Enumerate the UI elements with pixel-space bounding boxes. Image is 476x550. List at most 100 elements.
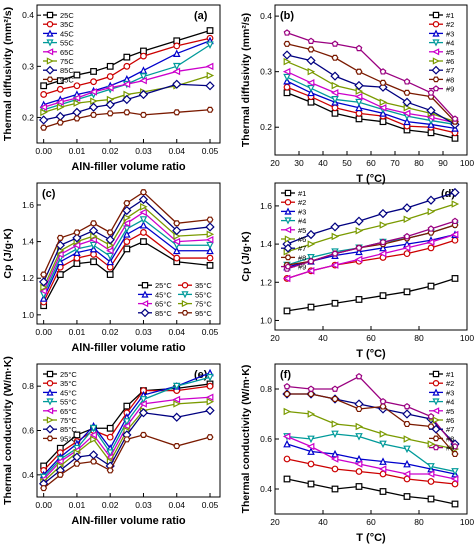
data-point xyxy=(331,250,339,257)
data-point xyxy=(73,460,81,467)
y-tick-label: 0.6 xyxy=(260,434,272,444)
data-point xyxy=(451,480,459,488)
data-point xyxy=(40,91,48,98)
legend-marker xyxy=(284,198,292,206)
data-point xyxy=(40,82,48,90)
data-point xyxy=(88,225,99,236)
legend-marker xyxy=(46,39,54,47)
data-point xyxy=(331,395,339,403)
data-point xyxy=(403,459,411,468)
legend-item: 35C xyxy=(43,20,74,29)
legend-marker xyxy=(46,398,54,406)
data-point xyxy=(106,252,114,261)
data-point xyxy=(283,307,291,315)
data-point xyxy=(206,434,214,441)
data-point xyxy=(89,424,98,433)
x-tick-label: 40 xyxy=(318,333,328,343)
data-point xyxy=(172,62,181,71)
series xyxy=(283,217,459,272)
series xyxy=(39,208,214,295)
series-line xyxy=(286,478,456,505)
legend-item: #3 xyxy=(281,207,306,216)
data-point xyxy=(402,97,412,107)
legend-marker xyxy=(432,370,440,378)
data-point xyxy=(427,282,435,290)
data-point xyxy=(451,134,459,142)
x-tick-label: 0.04 xyxy=(168,500,185,510)
data-point xyxy=(307,37,315,44)
x-tick-label: 80 xyxy=(414,517,424,527)
legend-item: #8 xyxy=(281,253,306,262)
data-point xyxy=(205,235,214,244)
data-point xyxy=(123,53,131,61)
data-point xyxy=(40,124,48,131)
data-point xyxy=(330,222,340,232)
legend-marker xyxy=(46,76,54,83)
panel-a: 0.00 0.01 0.02 0.03 0.04 0.05 0.2 0.3 0.4 AlN-fil… xyxy=(2,4,221,173)
legend-label: 95°C xyxy=(195,309,212,318)
x-tick-label: 20 xyxy=(270,517,280,527)
series-line xyxy=(286,433,456,473)
data-point xyxy=(330,261,339,269)
data-point xyxy=(403,445,411,454)
x-tick-label: 80 xyxy=(414,333,424,343)
data-point xyxy=(106,467,114,474)
legend-item: 55°C xyxy=(43,398,77,407)
legend-marker xyxy=(141,290,149,298)
legend-label: #3 xyxy=(298,207,306,216)
data-point xyxy=(379,457,387,465)
legend-marker xyxy=(284,263,292,270)
data-point xyxy=(402,109,411,118)
data-point xyxy=(403,117,411,126)
series-line xyxy=(286,54,456,126)
data-point xyxy=(402,203,412,213)
data-point xyxy=(139,189,147,196)
data-point xyxy=(139,66,148,74)
data-point xyxy=(403,493,411,500)
legend-marker xyxy=(432,444,440,451)
data-point xyxy=(306,55,316,66)
data-point xyxy=(106,449,114,457)
data-point xyxy=(106,263,114,271)
data-point xyxy=(307,67,316,76)
legend-item: #9 xyxy=(281,263,306,272)
data-point xyxy=(90,78,97,86)
data-point xyxy=(331,81,340,90)
data-point xyxy=(355,468,363,475)
legend-label: 65C xyxy=(60,48,74,57)
legend-label: #2 xyxy=(446,20,454,29)
data-point xyxy=(307,98,315,106)
legend-item: #4 xyxy=(429,398,454,407)
data-point xyxy=(138,89,149,100)
data-point xyxy=(355,115,363,123)
legend-item: #9 xyxy=(429,444,454,453)
data-point xyxy=(283,407,292,416)
series xyxy=(39,194,215,287)
legend-marker xyxy=(432,380,440,387)
legend-item: 45C xyxy=(43,29,74,38)
legend-label: 55°C xyxy=(60,398,77,407)
data-point xyxy=(378,104,387,112)
x-tick-label: 0.03 xyxy=(135,500,152,510)
data-point xyxy=(205,62,214,71)
legend-marker xyxy=(432,11,440,19)
data-point xyxy=(355,372,363,380)
series-line xyxy=(286,410,456,450)
data-point xyxy=(73,99,82,107)
data-point xyxy=(56,85,64,93)
legend-marker xyxy=(432,435,440,442)
data-point xyxy=(139,73,148,81)
data-point xyxy=(283,382,291,390)
series xyxy=(282,230,459,283)
data-point xyxy=(427,244,435,252)
data-point xyxy=(403,435,412,443)
data-point xyxy=(89,235,97,244)
data-point xyxy=(307,254,315,262)
series xyxy=(282,187,460,249)
data-point xyxy=(402,409,412,419)
data-point xyxy=(123,109,131,116)
legend-marker xyxy=(432,21,440,28)
legend-item: #5 xyxy=(281,226,306,235)
data-point xyxy=(379,221,388,229)
data-point xyxy=(138,194,149,205)
